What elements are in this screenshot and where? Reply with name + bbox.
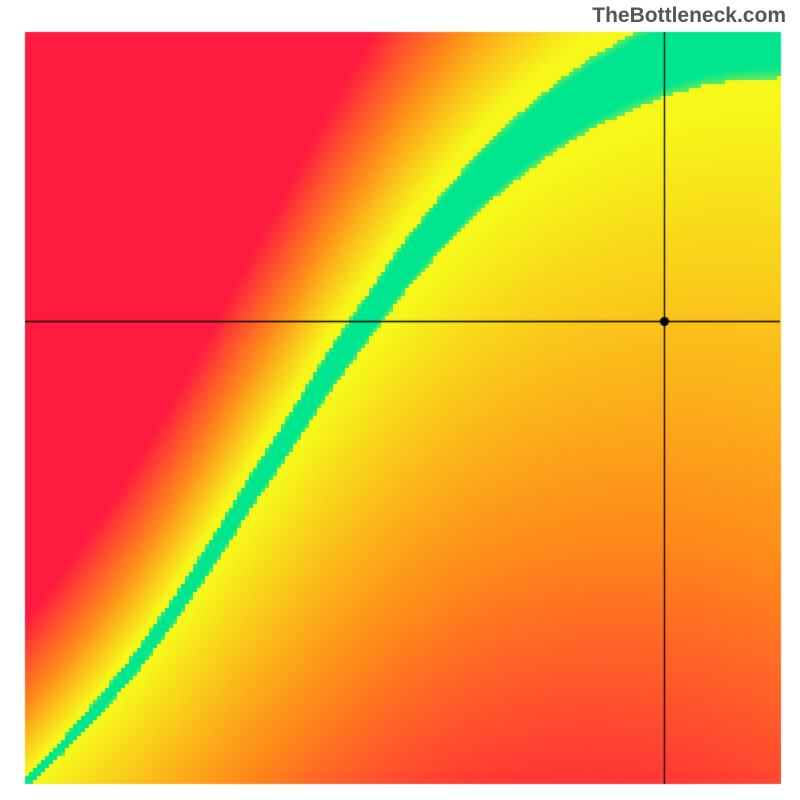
watermark-text: TheBottleneck.com xyxy=(592,4,786,28)
bottleneck-heatmap xyxy=(0,0,800,800)
